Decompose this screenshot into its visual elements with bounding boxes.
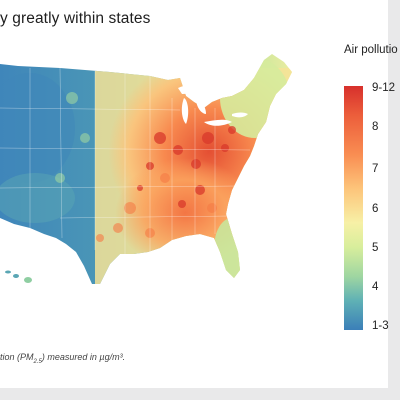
legend-colorbar bbox=[344, 86, 363, 330]
legend-tick-8: 8 bbox=[372, 121, 379, 133]
figure-caption: tion (PM2.5) measured in µg/m³. bbox=[0, 352, 125, 365]
legend-tick-1-3: 1-3 bbox=[372, 320, 389, 332]
figure-title: y greatly within states bbox=[0, 10, 151, 27]
legend-tick-7: 7 bbox=[372, 163, 379, 175]
caption-suffix: ) measured in µg/m³. bbox=[41, 352, 126, 362]
state-borders bbox=[0, 67, 251, 254]
figure-card: y greatly within states bbox=[0, 0, 398, 388]
legend-title: Air pollutio bbox=[344, 44, 398, 56]
legend-tick-9-12: 9-12 bbox=[372, 82, 396, 94]
caption-prefix: tion (PM bbox=[0, 352, 34, 362]
us-pollution-map bbox=[0, 38, 300, 318]
legend-tick-4: 4 bbox=[372, 281, 379, 293]
legend-tick-6: 6 bbox=[372, 203, 379, 215]
caption-subscript: 2.5 bbox=[33, 358, 42, 365]
legend-tick-5: 5 bbox=[372, 242, 379, 254]
great-lakes bbox=[178, 85, 248, 126]
map-svg bbox=[0, 54, 292, 284]
hawaii-islands bbox=[5, 270, 32, 283]
